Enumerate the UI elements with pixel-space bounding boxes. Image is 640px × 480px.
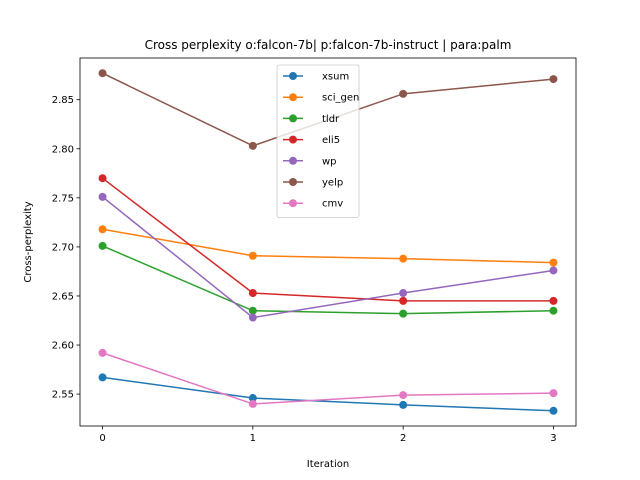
data-point-tldr-0: [98, 241, 107, 250]
series-line-wp: [102, 196, 554, 319]
data-point-sci_gen-0: [98, 225, 107, 234]
legend-item-cmv: cmv: [283, 199, 343, 210]
data-point-cmv-3: [549, 389, 558, 398]
data-point-sci_gen-1: [248, 251, 257, 260]
legend-label: eli5: [322, 135, 340, 146]
data-point-eli5-3: [549, 296, 558, 305]
data-point-tldr-2: [399, 309, 408, 318]
legend-swatch-marker: [289, 199, 297, 208]
legend-swatch-marker: [289, 114, 297, 123]
legend-swatch-marker: [289, 156, 297, 165]
series-line-tldr: [102, 245, 554, 315]
data-point-eli5-2: [399, 296, 408, 305]
y-tick-label: 2.65: [52, 291, 74, 302]
data-point-xsum-3: [549, 406, 558, 415]
legend-label: cmv: [322, 199, 343, 210]
legend-swatch-marker: [289, 135, 297, 144]
legend-label: xsum: [322, 72, 349, 83]
data-point-yelp-2: [399, 89, 408, 98]
axes-frame: [79, 57, 577, 427]
data-point-yelp-3: [549, 75, 558, 84]
legend-swatch-marker: [289, 93, 297, 102]
legend-label: sci_gen: [322, 93, 359, 104]
legend-item-eli5: eli5: [283, 135, 340, 146]
data-point-cmv-1: [248, 399, 257, 408]
y-tick-label: 2.85: [52, 95, 74, 106]
data-point-yelp-1: [248, 141, 257, 150]
legend-label: wp: [322, 156, 337, 167]
data-point-tldr-3: [549, 306, 558, 315]
data-point-eli5-1: [248, 289, 257, 298]
legend-swatch-marker: [289, 72, 297, 80]
y-tick-label: 2.60: [52, 341, 74, 352]
data-point-cmv-0: [98, 348, 107, 357]
data-point-tldr-1: [248, 306, 257, 315]
data-point-cmv-2: [399, 391, 408, 400]
y-tick-label: 2.75: [52, 193, 74, 204]
y-axis-label: Cross-perplexity: [23, 201, 34, 282]
data-point-wp-3: [549, 266, 558, 275]
y-tick-label: 2.70: [52, 242, 74, 253]
y-tick-label: 2.80: [52, 144, 74, 155]
legend-item-xsum: xsum: [283, 72, 349, 83]
x-axis-label: Iteration: [307, 459, 349, 470]
data-point-sci_gen-2: [399, 254, 408, 263]
legend-item-yelp: yelp: [283, 178, 343, 189]
data-point-eli5-0: [98, 174, 107, 183]
y-tick-label: 2.55: [52, 390, 74, 401]
legend-box: [276, 64, 360, 218]
series-line-sci_gen: [102, 228, 554, 264]
data-point-xsum-0: [98, 373, 107, 382]
series-line-eli5: [102, 177, 554, 302]
data-point-wp-1: [248, 313, 257, 322]
legend-item-wp: wp: [283, 156, 337, 167]
x-tick-label: 2: [400, 433, 406, 444]
data-point-wp-0: [98, 192, 107, 201]
legend-item-sci_gen: sci_gen: [283, 93, 359, 104]
x-tick-label: 1: [250, 433, 256, 444]
legend-item-tldr: tldr: [283, 114, 340, 125]
data-point-sci_gen-3: [549, 258, 558, 267]
x-tick-label: 0: [99, 433, 105, 444]
chart-title: Cross perplexity o:falcon-7b| p:falcon-7…: [145, 38, 512, 52]
series-line-xsum: [102, 376, 554, 412]
series-line-cmv: [102, 352, 554, 405]
legend-label: yelp: [322, 178, 343, 189]
data-point-xsum-1: [248, 394, 257, 403]
x-tick-label: 3: [550, 433, 556, 444]
legend-swatch-marker: [289, 178, 297, 186]
legend-label: tldr: [322, 114, 340, 125]
data-point-yelp-0: [98, 69, 107, 78]
data-point-wp-2: [399, 289, 408, 298]
data-point-xsum-2: [399, 400, 408, 409]
